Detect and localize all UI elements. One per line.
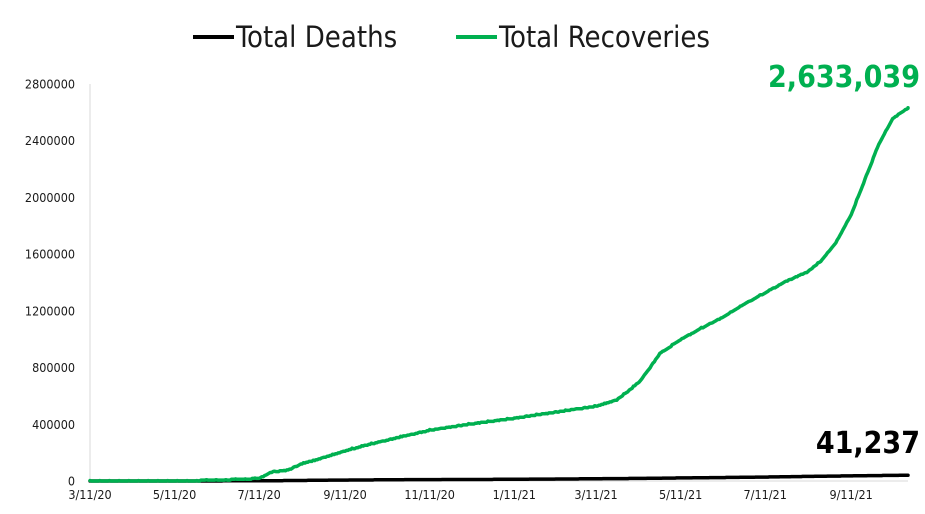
y-tick-label: 800000: [32, 360, 75, 375]
y-tick-label: 400000: [32, 417, 75, 432]
y-tick-label: 2000000: [25, 190, 75, 205]
x-tick-label: 9/11/21: [829, 487, 872, 502]
end-label-recoveries: 2,633,039: [768, 60, 920, 95]
y-axis-ticks: 0 400000 800000 1200000 1600000 2000000 240000…: [25, 77, 75, 489]
legend-label-recoveries: Total Recoveries: [498, 20, 710, 54]
y-tick-label: 2800000: [25, 77, 75, 92]
x-tick-label: 9/11/20: [323, 487, 366, 502]
x-tick-label: 11/11/20: [404, 487, 455, 502]
x-tick-label: 7/11/20: [237, 487, 280, 502]
x-tick-label: 5/11/20: [153, 487, 196, 502]
legend: Total Deaths Total Recoveries: [193, 20, 710, 54]
legend-label-deaths: Total Deaths: [235, 20, 397, 54]
x-axis-ticks: 3/11/20 5/11/20 7/11/20 9/11/20 11/11/20 1/11…: [68, 487, 873, 502]
x-tick-label: 1/11/21: [493, 487, 536, 502]
y-tick-label: 0: [68, 474, 75, 489]
y-tick-label: 1600000: [25, 247, 75, 262]
series-layer: [88, 105, 910, 483]
x-tick-label: 7/11/21: [744, 487, 787, 502]
x-tick-label: 5/11/21: [659, 487, 702, 502]
series-line-recoveries: [88, 105, 910, 483]
x-tick-label: 3/11/20: [68, 487, 111, 502]
y-tick-label: 1200000: [25, 303, 75, 318]
y-tick-label: 2400000: [25, 133, 75, 148]
x-tick-label: 3/11/21: [574, 487, 617, 502]
end-label-deaths: 41,237: [816, 426, 920, 461]
